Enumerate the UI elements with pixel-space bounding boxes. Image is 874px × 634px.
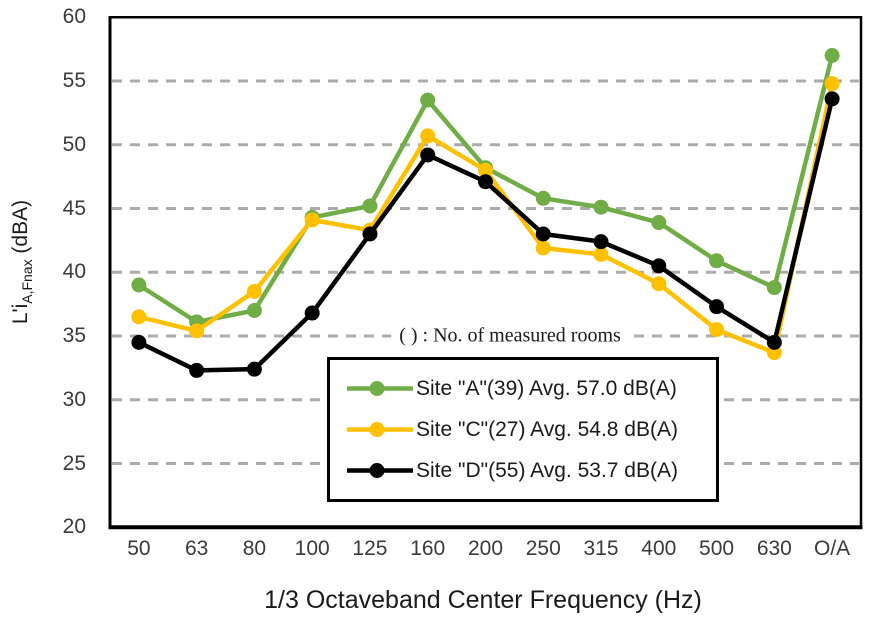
data-point-site-a-315 [593, 199, 609, 215]
legend: Site "A"(39) Avg. 57.0 dB(A) Site "C"(27… [327, 357, 719, 502]
legend-label-site-a: Site "A"(39) Avg. 57.0 dB(A) [416, 376, 677, 400]
x-tick-label-500: 500 [699, 537, 735, 560]
y-axis-title-subscript: A,Fnax [19, 259, 36, 304]
data-point-site-c-63 [189, 323, 205, 339]
legend-marker-site-d [347, 463, 413, 478]
data-point-site-d-160 [420, 147, 436, 163]
legend-marker-site-a [347, 381, 413, 396]
y-axis-title-main: L'i [8, 303, 32, 325]
y-tick-label-25: 25 [62, 451, 86, 475]
legend-label-site-d: Site "D"(55) Avg. 53.7 dB(A) [416, 458, 678, 482]
x-tick-label-200: 200 [467, 537, 504, 560]
rooms-note: ( ) : No. of measured rooms [391, 323, 629, 349]
data-point-site-c-100 [304, 212, 320, 228]
x-tick-label-160: 160 [410, 537, 446, 560]
x-tick-label-50: 50 [127, 537, 151, 560]
data-point-site-a-50 [131, 277, 147, 293]
data-point-site-d-250 [535, 226, 551, 242]
data-point-site-c-160 [420, 128, 436, 144]
data-point-site-a-160 [420, 92, 436, 108]
data-point-site-c-200 [478, 162, 493, 178]
data-point-site-a-250 [535, 190, 551, 206]
data-point-site-a-630 [766, 280, 782, 296]
data-point-site-a-125 [362, 198, 378, 214]
legend-item-site-c: Site "C"(27) Avg. 54.8 dB(A) [347, 418, 712, 442]
y-tick-label-50: 50 [62, 132, 86, 156]
legend-label-site-c: Site "C"(27) Avg. 54.8 dB(A) [416, 417, 678, 441]
data-point-site-a-400 [651, 215, 667, 231]
data-point-site-d-500 [709, 299, 725, 315]
y-tick-label-55: 55 [62, 69, 86, 92]
y-axis-title: L'iA,Fnax (dBA) [9, 200, 35, 324]
data-point-site-d-50 [131, 334, 147, 350]
y-tick-label-30: 30 [62, 387, 86, 411]
data-point-site-d-630 [766, 334, 782, 350]
data-point-site-d-400 [651, 258, 667, 274]
data-point-site-c-o-a [824, 76, 840, 92]
y-tick-label-60: 60 [62, 5, 86, 29]
legend-marker-site-c [347, 422, 413, 437]
data-point-site-d-63 [189, 362, 205, 378]
x-tick-label-400: 400 [641, 537, 677, 560]
legend-item-site-a: Site "A"(39) Avg. 57.0 dB(A) [347, 377, 712, 401]
x-tick-label-630: 630 [756, 537, 792, 560]
data-point-site-c-50 [131, 309, 147, 325]
data-point-site-d-200 [478, 174, 493, 190]
data-point-site-a-o-a [824, 48, 840, 63]
data-point-site-a-500 [709, 253, 725, 269]
data-point-site-c-80 [246, 283, 262, 299]
y-axis-title-unit: (dBA) [8, 199, 32, 260]
x-tick-label-63: 63 [184, 537, 209, 560]
y-tick-label-45: 45 [62, 196, 86, 220]
x-tick-label-315: 315 [583, 537, 619, 560]
x-tick-label-o-a: O/A [814, 537, 851, 560]
y-tick-label-20: 20 [62, 515, 86, 539]
data-point-site-d-80 [246, 361, 262, 377]
data-point-site-c-500 [709, 322, 725, 338]
y-tick-label-35: 35 [62, 324, 86, 347]
data-point-site-d-o-a [824, 91, 840, 107]
x-tick-label-250: 250 [525, 537, 561, 560]
data-point-site-d-100 [304, 305, 320, 321]
x-axis-title: 1/3 Octaveband Center Frequency (Hz) [264, 586, 702, 614]
data-point-site-c-250 [535, 240, 551, 256]
x-tick-label-125: 125 [352, 537, 388, 560]
x-tick-label-100: 100 [294, 537, 330, 560]
data-point-site-c-400 [651, 276, 667, 292]
x-tick-label-80: 80 [242, 537, 267, 560]
y-tick-label-40: 40 [62, 260, 86, 284]
data-point-site-c-315 [593, 246, 609, 262]
data-point-site-d-315 [593, 234, 609, 250]
data-point-site-d-125 [362, 226, 378, 242]
data-point-site-a-80 [246, 303, 262, 318]
legend-item-site-d: Site "D"(55) Avg. 53.7 dB(A) [347, 459, 712, 483]
